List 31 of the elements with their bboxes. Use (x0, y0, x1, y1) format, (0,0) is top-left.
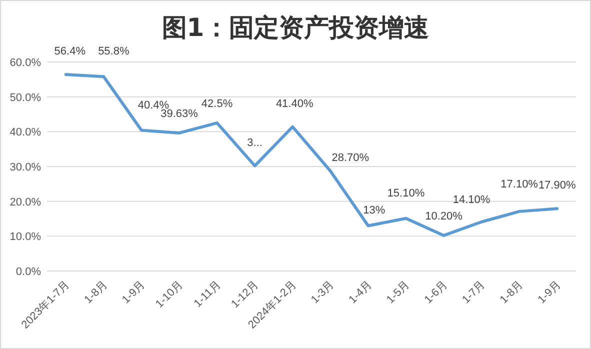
data-label: 39.63% (160, 108, 198, 120)
data-label: 17.90% (538, 180, 576, 192)
x-tick-label: 1-8月 (82, 278, 110, 306)
y-tick-label: 20.0% (10, 196, 42, 208)
x-tick-label: 1-3月 (309, 278, 337, 306)
x-tick-label: 1-6月 (422, 278, 450, 306)
y-tick-label: 40.0% (10, 126, 42, 139)
y-tick-label: 50.0% (10, 92, 42, 104)
y-tick-label: 10.0% (10, 231, 42, 244)
x-tick-label: 1-4月 (346, 278, 374, 306)
data-label: 28.70% (332, 152, 370, 164)
x-tick-label: 1-5月 (384, 278, 412, 306)
data-label: 14.10% (452, 194, 490, 206)
y-tick-label: 30.0% (10, 162, 42, 174)
data-label: 10.20% (425, 210, 463, 222)
data-label: 41.40% (276, 98, 314, 110)
x-tick-label: 1-11月 (192, 278, 224, 310)
x-tick-label: 1-8月 (498, 278, 526, 306)
data-label: 13% (363, 204, 386, 217)
data-label: 17.10% (500, 178, 538, 190)
chart-title: 图1：固定资产投资增速 (162, 13, 430, 42)
data-label: 3... (247, 136, 262, 149)
y-tick-label: 0.0% (16, 266, 42, 278)
data-label: 55.8% (98, 46, 130, 58)
data-label: 56.4% (54, 46, 86, 58)
y-tick-label: 60.0% (10, 57, 42, 69)
x-tick-label: 1-9月 (120, 278, 148, 306)
x-tick-label: 1-9月 (536, 278, 564, 306)
x-tick-label: 1-7月 (460, 278, 488, 306)
data-label: 42.5% (201, 98, 233, 110)
data-label: 15.10% (387, 187, 425, 200)
